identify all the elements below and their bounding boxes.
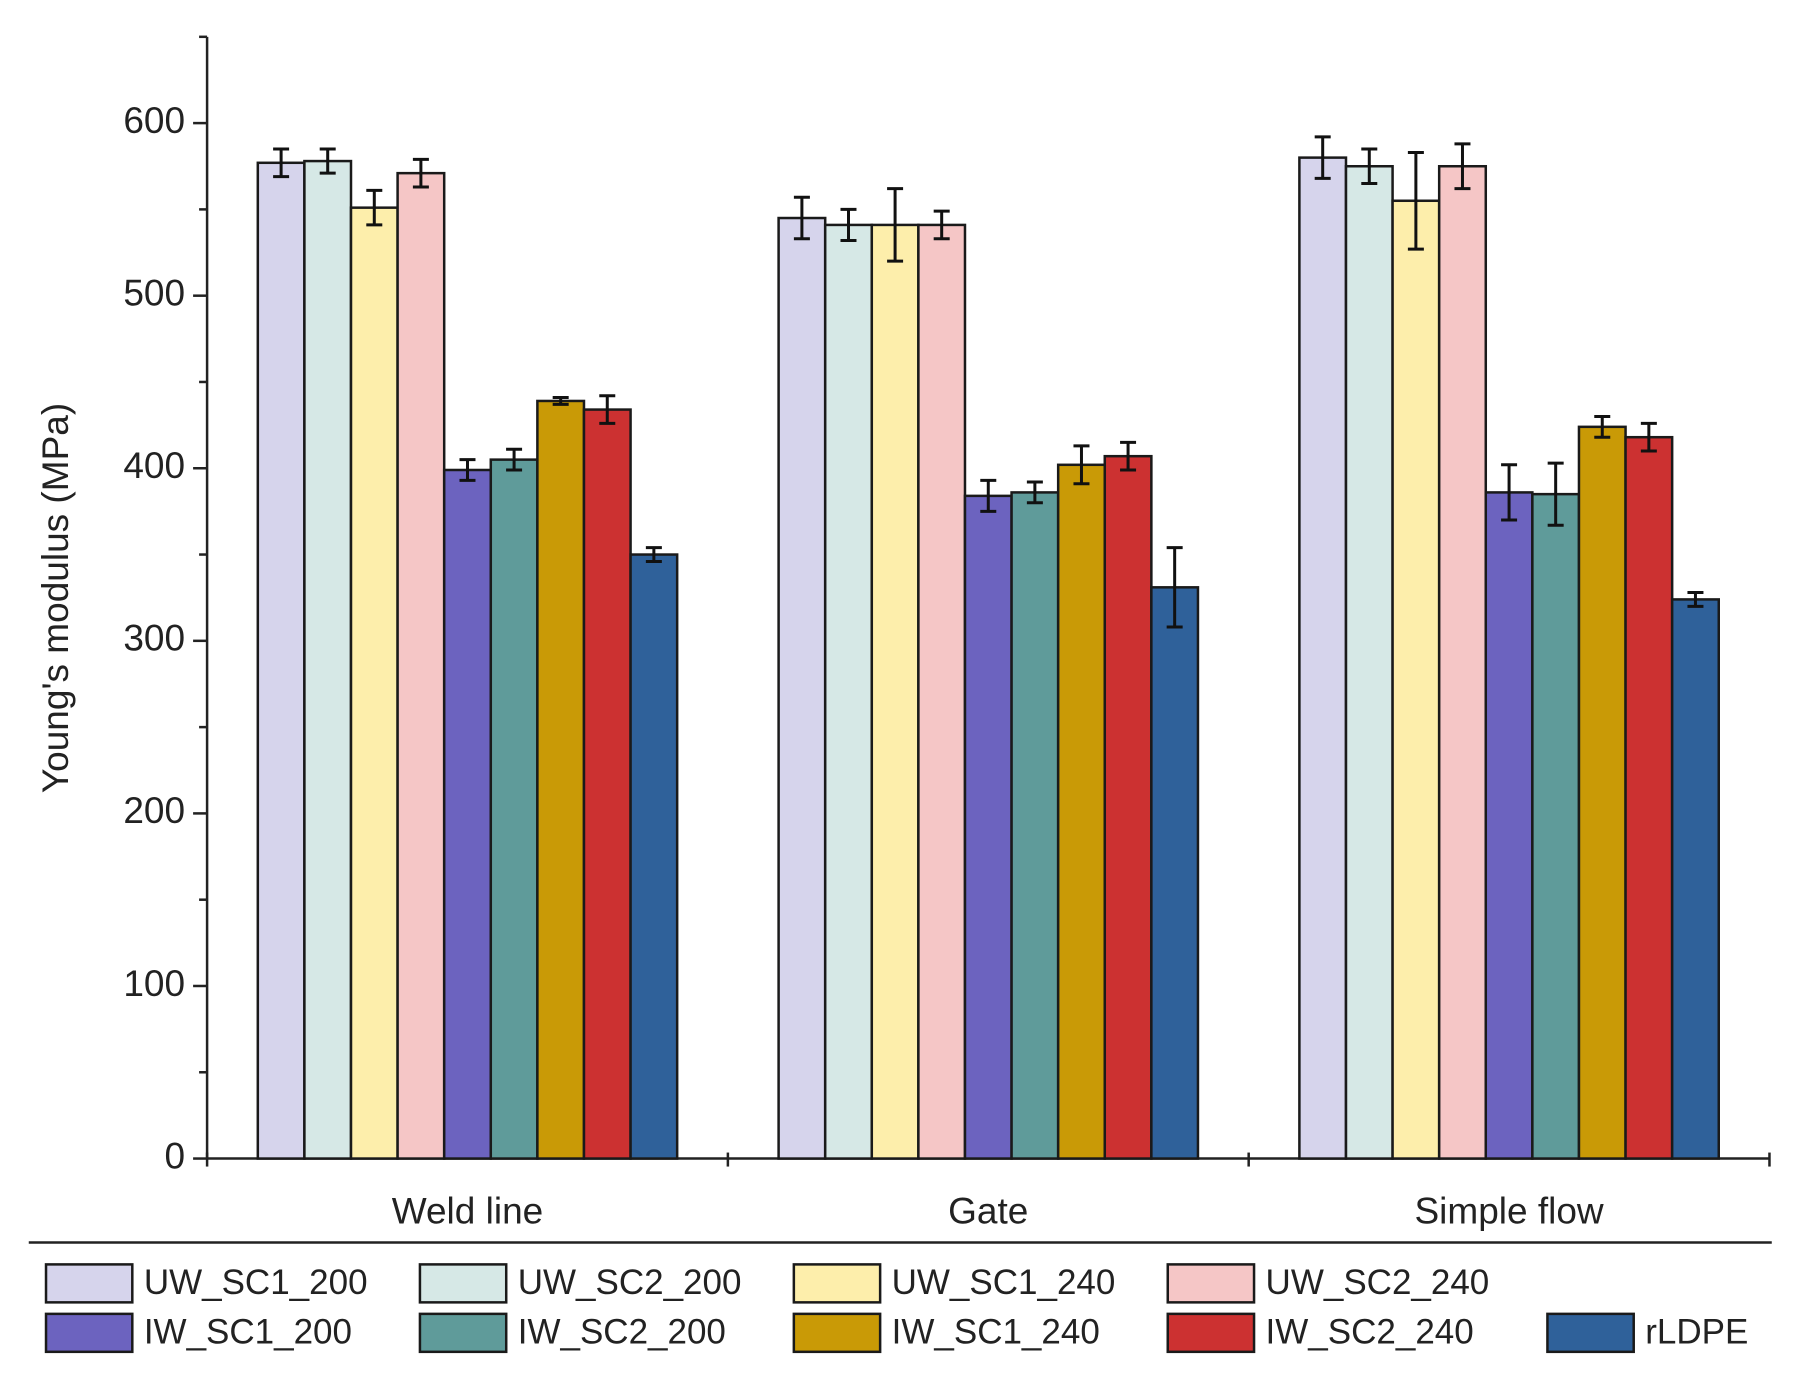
error-bar	[412, 157, 429, 189]
error-bar	[599, 394, 616, 425]
legend-label: UW_SC2_200	[518, 1263, 742, 1302]
bar	[582, 408, 632, 1160]
legend-label: rLDPE	[1645, 1313, 1748, 1352]
legend-swatch	[792, 1263, 882, 1304]
legend-swatch	[1166, 1312, 1256, 1354]
error-bar	[840, 207, 857, 242]
legend-swatch	[44, 1312, 134, 1354]
legend-swatch	[1546, 1312, 1635, 1354]
error-bar	[645, 546, 662, 563]
error-bar	[1687, 591, 1704, 608]
y-tick-label: 400	[123, 445, 185, 486]
error-bar	[1547, 461, 1564, 527]
bar	[1103, 454, 1153, 1160]
error-bar	[1640, 421, 1657, 453]
error-bar	[1073, 444, 1090, 486]
error-bar	[1361, 147, 1378, 186]
legend-swatch	[418, 1312, 508, 1354]
error-bar	[459, 458, 476, 482]
error-bar	[1407, 150, 1424, 251]
bar	[823, 223, 874, 1160]
bar	[1056, 463, 1107, 1160]
legend-label: UW_SC1_240	[892, 1263, 1116, 1302]
x-tick-label: Weld line	[392, 1190, 544, 1231]
error-bar	[933, 209, 950, 241]
bar	[629, 553, 679, 1160]
error-bar	[366, 188, 383, 227]
error-bar	[1454, 142, 1471, 191]
bar	[489, 458, 539, 1160]
error-bar	[1501, 463, 1518, 522]
bar	[1670, 598, 1721, 1160]
bar	[1298, 156, 1348, 1160]
legend-label: IW_SC1_240	[892, 1313, 1100, 1352]
legend-swatch	[418, 1263, 508, 1304]
y-tick-label: 300	[123, 618, 185, 659]
legend-label: UW_SC2_240	[1266, 1263, 1490, 1302]
bar	[1624, 435, 1674, 1160]
legend-swatch	[44, 1263, 134, 1304]
error-bar	[273, 147, 290, 179]
y-axis-label: Young's modulus (MPa)	[35, 403, 76, 793]
y-tick-label: 500	[123, 272, 185, 313]
bar	[1150, 586, 1200, 1160]
bar	[1484, 491, 1534, 1160]
y-tick-label: 100	[123, 963, 185, 1004]
error-bar	[319, 147, 336, 175]
legend-label: IW_SC2_240	[1266, 1313, 1474, 1352]
error-bar	[793, 195, 810, 241]
bar	[303, 159, 353, 1160]
y-tick-label: 600	[123, 100, 185, 141]
error-bar	[552, 395, 569, 406]
error-bar	[1026, 480, 1043, 505]
bar	[536, 399, 586, 1160]
bar	[256, 161, 306, 1160]
bar	[1344, 164, 1394, 1160]
bar	[917, 223, 967, 1160]
bar	[349, 206, 399, 1160]
y-tick-label: 200	[123, 790, 185, 831]
bar	[1437, 164, 1488, 1160]
error-bar	[887, 187, 904, 263]
x-tick-label: Simple flow	[1414, 1190, 1603, 1231]
legend-swatch	[1166, 1263, 1256, 1304]
x-tick-label: Gate	[948, 1190, 1028, 1231]
bar	[777, 216, 827, 1160]
bar	[1577, 425, 1627, 1160]
legend-label: UW_SC1_200	[144, 1263, 368, 1302]
error-bar	[1314, 135, 1331, 180]
legend-swatch	[792, 1312, 882, 1354]
y-tick-label: 0	[165, 1135, 186, 1176]
bar	[442, 468, 493, 1160]
bar	[1010, 491, 1060, 1160]
bar	[1391, 199, 1441, 1160]
error-bar	[1594, 414, 1611, 439]
legend-label: IW_SC1_200	[144, 1313, 352, 1352]
bar	[1531, 492, 1581, 1160]
error-bar	[506, 447, 523, 472]
bar	[963, 494, 1013, 1160]
error-bar	[1166, 546, 1183, 629]
bar	[396, 171, 446, 1160]
bar	[870, 223, 920, 1160]
legend-label: IW_SC2_200	[518, 1313, 726, 1352]
error-bar	[980, 478, 997, 513]
error-bar	[1120, 440, 1137, 472]
